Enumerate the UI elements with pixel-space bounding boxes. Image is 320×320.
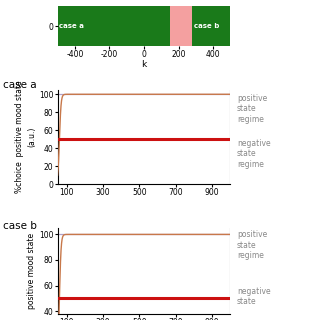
Bar xyxy=(170,6,192,46)
Text: positive
state
regime: positive state regime xyxy=(237,94,267,124)
Text: negative
state: negative state xyxy=(237,287,270,306)
Text: negative
state
regime: negative state regime xyxy=(237,139,270,169)
Text: positive
state
regime: positive state regime xyxy=(237,230,267,260)
Text: case b: case b xyxy=(3,220,37,231)
Text: case b: case b xyxy=(194,23,220,29)
Y-axis label: positive mood state: positive mood state xyxy=(27,233,36,309)
X-axis label: k: k xyxy=(141,60,147,69)
Bar xyxy=(58,6,170,46)
Bar xyxy=(192,6,230,46)
Text: case a: case a xyxy=(3,80,37,90)
Text: case a: case a xyxy=(59,23,84,29)
Y-axis label: %choice  positive mood state
(a.u.): %choice positive mood state (a.u.) xyxy=(15,81,36,193)
